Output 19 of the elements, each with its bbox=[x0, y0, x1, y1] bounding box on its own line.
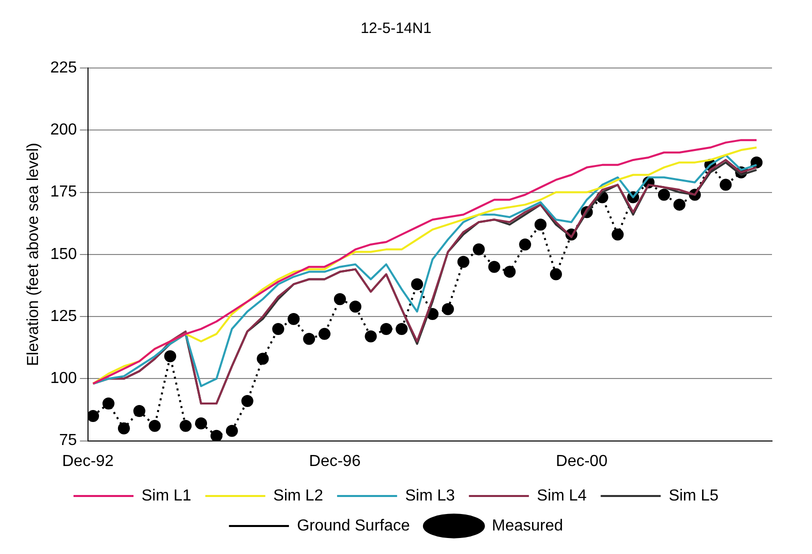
chart-title: 12-5-14N1 bbox=[360, 20, 432, 38]
legend-label: Sim L5 bbox=[668, 487, 719, 504]
legend-label: Sim L4 bbox=[536, 487, 587, 504]
y-tick-label: 150 bbox=[50, 246, 77, 263]
legend-label: Ground Surface bbox=[296, 517, 410, 534]
y-tick-label: 225 bbox=[50, 59, 77, 76]
x-tick-label: Dec-00 bbox=[556, 452, 608, 470]
y-tick-label: 175 bbox=[50, 184, 77, 201]
legend-label: Sim L3 bbox=[405, 487, 455, 504]
legend-label: Sim L1 bbox=[142, 487, 192, 504]
y-tick-label: 200 bbox=[50, 122, 77, 139]
y-tick-label: 75 bbox=[59, 432, 77, 450]
y-tick-label: 125 bbox=[50, 308, 77, 325]
legend-label: Sim L2 bbox=[273, 487, 324, 504]
y-axis-title: Elevation (feet above sea level) bbox=[25, 142, 42, 366]
x-tick-label: Dec-96 bbox=[309, 452, 361, 470]
legend-label: Measured bbox=[492, 517, 564, 534]
x-tick-label: Dec-92 bbox=[62, 452, 114, 470]
y-tick-label: 100 bbox=[50, 370, 77, 388]
